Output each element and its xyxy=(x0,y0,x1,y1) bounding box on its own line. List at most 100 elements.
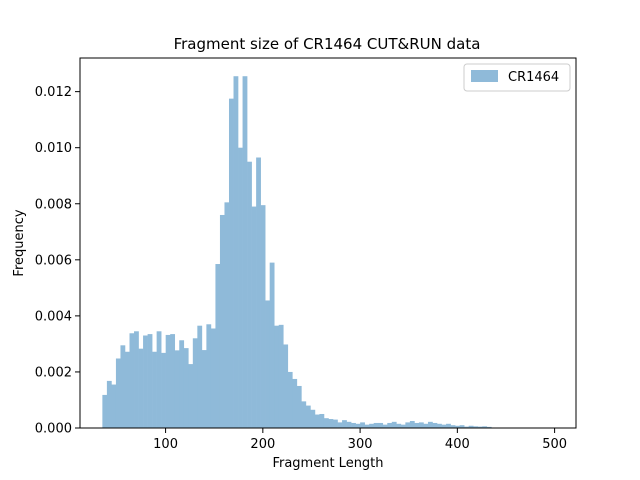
histogram-bar xyxy=(115,358,121,428)
histogram-bars xyxy=(102,76,492,429)
histogram-bar xyxy=(482,426,488,428)
histogram-bar xyxy=(228,98,234,429)
histogram-bar xyxy=(111,384,117,428)
histogram-bar xyxy=(342,420,347,428)
histogram-bar xyxy=(477,426,483,428)
histogram-bar xyxy=(396,423,402,428)
y-tick-label: 0.002 xyxy=(35,365,72,380)
histogram-bar xyxy=(138,348,144,428)
histogram-bar xyxy=(310,409,316,428)
histogram-bar xyxy=(400,424,406,428)
histogram-bar xyxy=(427,421,433,428)
histogram-bar xyxy=(256,157,261,428)
histogram-bar xyxy=(446,423,451,428)
histogram-bar xyxy=(305,405,311,428)
histogram-bar xyxy=(455,425,460,428)
histogram-bar xyxy=(206,324,212,428)
legend-label: CR1464 xyxy=(508,70,559,85)
histogram-bar xyxy=(102,394,108,428)
histogram-bar xyxy=(274,325,280,428)
y-tick-label: 0.004 xyxy=(35,309,72,324)
x-tick-label: 300 xyxy=(348,437,373,452)
histogram-bar xyxy=(323,418,329,428)
histogram-bar xyxy=(296,385,302,428)
plot-frame xyxy=(79,57,577,429)
histogram-bar xyxy=(106,380,112,428)
histogram-bar xyxy=(287,371,293,428)
histogram-bar xyxy=(414,422,420,428)
x-tick-label: 100 xyxy=(153,437,178,452)
histogram-bar xyxy=(152,351,157,428)
y-axis: 0.000 0.002 0.004 0.006 0.008 0.010 0.012 xyxy=(35,85,80,437)
histogram-bar xyxy=(382,424,388,428)
histogram-bar xyxy=(188,364,194,428)
histogram-bar xyxy=(210,328,216,428)
histogram-bar xyxy=(369,423,375,428)
legend: CR1464 xyxy=(463,63,571,92)
histogram-bar xyxy=(192,338,198,428)
histogram-bar xyxy=(147,334,153,428)
histogram-bar xyxy=(265,300,270,428)
x-tick-label: 400 xyxy=(445,437,470,452)
histogram-bar xyxy=(301,401,307,428)
histogram-bar xyxy=(156,331,162,428)
histogram-bar xyxy=(351,422,356,428)
chart-title: Fragment size of CR1464 CUT&RUN data xyxy=(174,35,481,53)
x-tick-label: 500 xyxy=(542,437,567,452)
histogram-bar xyxy=(201,350,207,428)
histogram-bar xyxy=(314,414,320,428)
histogram-bar xyxy=(161,352,166,428)
histogram-bar xyxy=(238,147,243,429)
histogram-bar xyxy=(418,422,424,428)
histogram-bar xyxy=(437,423,442,428)
histogram-bar xyxy=(129,333,135,428)
histogram-bar xyxy=(378,422,384,428)
x-axis-label: Fragment Length xyxy=(272,456,383,471)
histogram-bar xyxy=(328,419,334,428)
histogram-bar xyxy=(355,423,361,428)
histogram-bar xyxy=(233,76,239,428)
histogram-bar xyxy=(260,205,266,428)
histogram-bar xyxy=(333,419,338,428)
x-tick-label: 200 xyxy=(250,437,275,452)
histogram-bar xyxy=(174,350,180,428)
histogram-bar xyxy=(215,264,221,428)
histogram-bar xyxy=(346,421,352,428)
histogram-bar xyxy=(292,378,298,428)
histogram-bar xyxy=(283,344,289,428)
histogram-bar xyxy=(124,351,130,428)
y-tick-label: 0.010 xyxy=(35,141,72,156)
histogram-bar xyxy=(468,425,474,428)
histogram-bar xyxy=(486,426,492,428)
histogram-bar xyxy=(373,422,379,428)
histogram-bar xyxy=(269,262,275,428)
histogram-bar xyxy=(120,345,126,428)
histogram-bar xyxy=(242,76,248,428)
histogram-bar xyxy=(441,424,447,428)
histogram-bar xyxy=(143,335,148,428)
histogram-bar xyxy=(219,214,225,428)
y-tick-label: 0.008 xyxy=(35,197,72,212)
histogram-bar xyxy=(197,325,203,428)
x-axis: 100 200 300 400 500 xyxy=(153,428,567,452)
histogram-bar xyxy=(170,334,176,428)
histogram-bar xyxy=(165,334,171,428)
histogram-bar xyxy=(405,422,411,428)
histogram-bar xyxy=(423,423,429,428)
histogram-bar xyxy=(450,425,456,428)
y-tick-label: 0.012 xyxy=(35,85,72,100)
histogram-bar xyxy=(473,426,479,428)
histogram-bar xyxy=(364,424,370,428)
histogram-bar xyxy=(409,420,415,428)
legend-swatch xyxy=(471,70,498,82)
histogram-bar xyxy=(224,202,230,428)
histogram-bar xyxy=(391,421,397,428)
histogram-bar xyxy=(179,340,185,428)
histogram-bar xyxy=(337,422,343,428)
histogram-bar xyxy=(278,324,284,428)
y-axis-label: Frequency xyxy=(12,209,27,276)
histogram-bar xyxy=(459,425,465,428)
histogram-bar xyxy=(134,331,139,428)
histogram-bar xyxy=(387,422,393,428)
